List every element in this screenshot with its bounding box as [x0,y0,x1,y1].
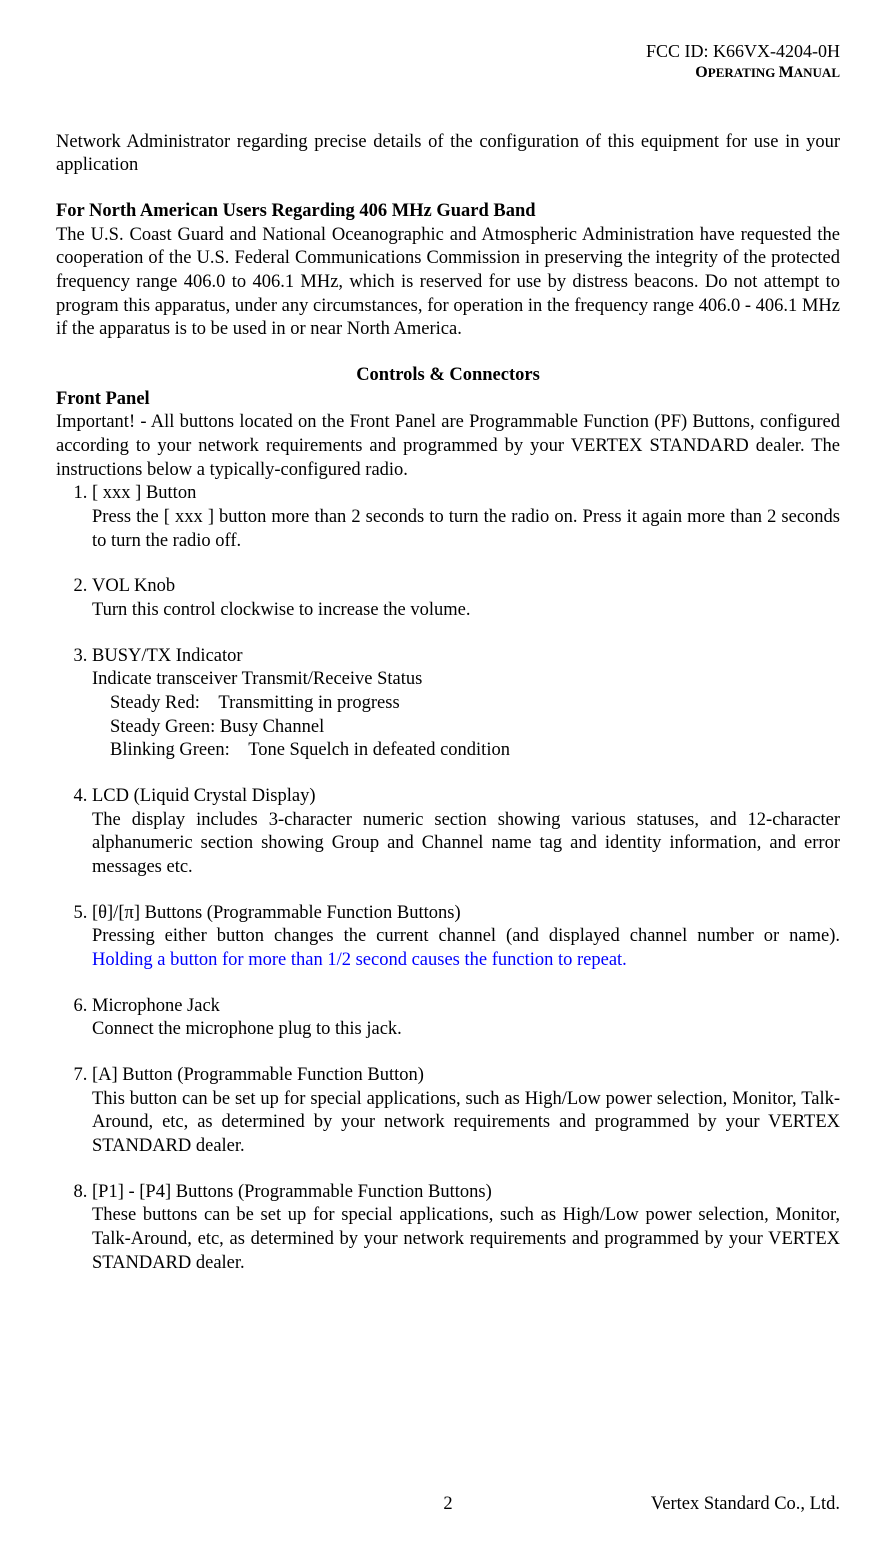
page-footer: 2 Vertex Standard Co., Ltd. [56,1494,840,1515]
item-sub: Steady Red: Transmitting in progress [92,692,840,716]
manual-subtitle: OPERATING MANUAL [56,63,840,83]
spacer [56,178,840,200]
page-header: FCC ID: K66VX-4204-0H OPERATING MANUAL [56,40,840,83]
item-body: This button can be set up for special ap… [92,1088,840,1159]
item-sub: Steady Green: Busy Channel [92,716,840,740]
item-body: Turn this control clockwise to increase … [92,599,840,623]
front-panel-body: Important! - All buttons located on the … [56,411,840,482]
list-item: [A] Button (Programmable Function Button… [92,1064,840,1159]
item-title: VOL Knob [92,575,840,599]
list-item: [P1] - [P4] Buttons (Programmable Functi… [92,1181,840,1276]
fcc-id: FCC ID: K66VX-4204-0H [56,40,840,63]
item-title: Microphone Jack [92,995,840,1019]
item-sub: Blinking Green: Tone Squelch in defeated… [92,739,840,763]
page-container: FCC ID: K66VX-4204-0H OPERATING MANUAL N… [0,0,888,1555]
item-title: BUSY/TX Indicator [92,645,840,669]
item-body: These buttons can be set up for special … [92,1204,840,1275]
na-body: The U.S. Coast Guard and National Oceano… [56,224,840,342]
item-body: Indicate transceiver Transmit/Receive St… [92,668,840,692]
list-item: LCD (Liquid Crystal Display) The display… [92,785,840,880]
item-body: Connect the microphone plug to this jack… [92,1018,840,1042]
item-body-highlight: Holding a button for more than 1/2 secon… [92,950,627,970]
list-item: [θ]/[π] Buttons (Programmable Function B… [92,902,840,973]
item-body: The display includes 3-character numeric… [92,809,840,880]
controls-connectors-heading: Controls & Connectors [56,364,840,388]
item-body: Press the [ xxx ] button more than 2 sec… [92,506,840,553]
list-item: Microphone Jack Connect the microphone p… [92,995,840,1042]
list-item: VOL Knob Turn this control clockwise to … [92,575,840,622]
controls-list: [ xxx ] Button Press the [ xxx ] button … [56,482,840,1275]
company-name: Vertex Standard Co., Ltd. [651,1494,840,1515]
subtitle-rest2: ANUAL [794,65,840,80]
item-body: Pressing either button changes the curre… [92,925,840,972]
subtitle-rest1: PERATING [708,65,779,80]
item-title: [ xxx ] Button [92,482,840,506]
item-title: [P1] - [P4] Buttons (Programmable Functi… [92,1181,840,1205]
intro-paragraph: Network Administrator regarding precise … [56,131,840,178]
item-title: [θ]/[π] Buttons (Programmable Function B… [92,902,840,926]
spacer [56,342,840,364]
document-body: Network Administrator regarding precise … [56,131,840,1276]
front-panel-heading: Front Panel [56,388,840,412]
subtitle-strong-o: O [695,64,707,81]
list-item: BUSY/TX Indicator Indicate transceiver T… [92,645,840,763]
item-title: [A] Button (Programmable Function Button… [92,1064,840,1088]
item-title: LCD (Liquid Crystal Display) [92,785,840,809]
item-body-pre: Pressing either button changes the curre… [92,926,840,946]
subtitle-strong-m: M [779,64,794,81]
na-heading: For North American Users Regarding 406 M… [56,200,840,224]
list-item: [ xxx ] Button Press the [ xxx ] button … [92,482,840,553]
